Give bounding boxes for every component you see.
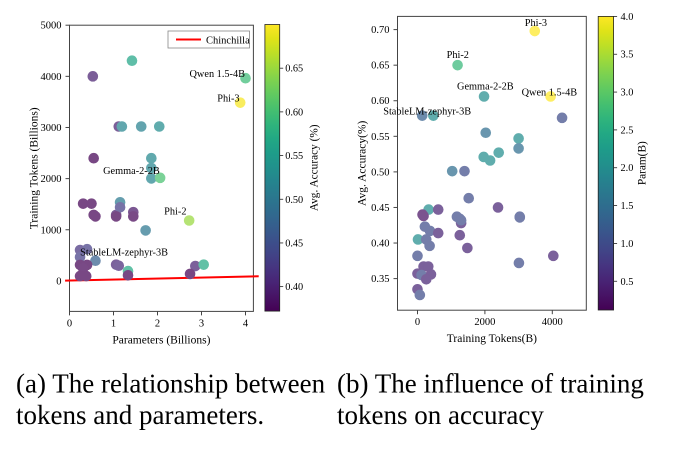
svg-text:4000: 4000 (542, 317, 563, 328)
svg-text:0: 0 (415, 317, 420, 328)
svg-text:Gemma-2-2B: Gemma-2-2B (457, 81, 514, 92)
svg-text:Phi-2: Phi-2 (447, 50, 469, 61)
svg-text:3: 3 (199, 318, 204, 329)
svg-text:0.60: 0.60 (285, 107, 303, 118)
svg-text:1.0: 1.0 (621, 239, 634, 250)
svg-text:0: 0 (67, 318, 72, 329)
svg-text:5000: 5000 (41, 21, 62, 32)
svg-text:2000: 2000 (41, 174, 62, 185)
svg-text:(b) The influence of training: (b) The influence of training (337, 369, 644, 399)
svg-text:Param(B): Param(B) (637, 141, 649, 185)
svg-text:3.0: 3.0 (621, 88, 634, 99)
svg-text:tokens and parameters.: tokens and parameters. (16, 400, 264, 430)
svg-text:0.45: 0.45 (285, 238, 303, 249)
svg-text:4.0: 4.0 (621, 12, 634, 23)
svg-text:0.50: 0.50 (285, 195, 303, 206)
svg-text:Phi-2: Phi-2 (164, 207, 186, 218)
svg-text:Phi-3: Phi-3 (525, 18, 547, 29)
svg-text:0.65: 0.65 (371, 61, 389, 72)
svg-text:0.65: 0.65 (285, 64, 303, 75)
svg-text:0.70: 0.70 (371, 25, 389, 36)
svg-text:0.40: 0.40 (285, 282, 303, 293)
svg-text:0: 0 (56, 276, 61, 287)
svg-text:1.5: 1.5 (621, 201, 634, 212)
svg-text:2.0: 2.0 (621, 163, 634, 174)
svg-text:Qwen 1.5-4B: Qwen 1.5-4B (190, 69, 246, 80)
svg-text:tokens on accuracy: tokens on accuracy (337, 400, 544, 430)
svg-text:2.5: 2.5 (621, 125, 634, 136)
svg-text:Phi-3: Phi-3 (217, 94, 239, 105)
svg-text:Parameters (Billions): Parameters (Billions) (112, 334, 210, 346)
svg-text:0.35: 0.35 (371, 274, 389, 285)
svg-text:0.50: 0.50 (371, 167, 389, 178)
svg-text:Training Tokens(B): Training Tokens(B) (447, 333, 537, 345)
svg-text:(a) The relationship between: (a) The relationship between (16, 369, 326, 399)
svg-text:1000: 1000 (41, 225, 62, 236)
svg-text:Gemma-2-2B: Gemma-2-2B (103, 166, 160, 177)
svg-text:StableLM-zephyr-3B: StableLM-zephyr-3B (80, 248, 168, 259)
svg-text:4: 4 (243, 318, 249, 329)
svg-text:2000: 2000 (474, 317, 495, 328)
svg-text:0.60: 0.60 (371, 96, 389, 107)
svg-text:Training Tokens (Billions): Training Tokens (Billions) (29, 107, 41, 229)
svg-text:0.5: 0.5 (621, 277, 634, 288)
svg-text:Qwen 1.5-4B: Qwen 1.5-4B (522, 87, 578, 98)
svg-text:1: 1 (111, 318, 116, 329)
svg-text:4000: 4000 (41, 72, 62, 83)
svg-text:0.55: 0.55 (371, 132, 389, 143)
svg-text:StableLM-zephyr-3B: StableLM-zephyr-3B (383, 107, 471, 118)
svg-text:0.40: 0.40 (371, 239, 389, 250)
svg-text:Avg. Accuracy(%): Avg. Accuracy(%) (357, 120, 369, 206)
svg-text:Avg. Accuracy (%): Avg. Accuracy (%) (309, 124, 321, 211)
svg-text:0.55: 0.55 (285, 151, 303, 162)
svg-text:Chinchilla: Chinchilla (206, 36, 250, 47)
svg-text:0.45: 0.45 (371, 203, 389, 214)
svg-text:3000: 3000 (41, 123, 62, 134)
svg-text:3.5: 3.5 (621, 50, 634, 61)
svg-text:2: 2 (155, 318, 160, 329)
